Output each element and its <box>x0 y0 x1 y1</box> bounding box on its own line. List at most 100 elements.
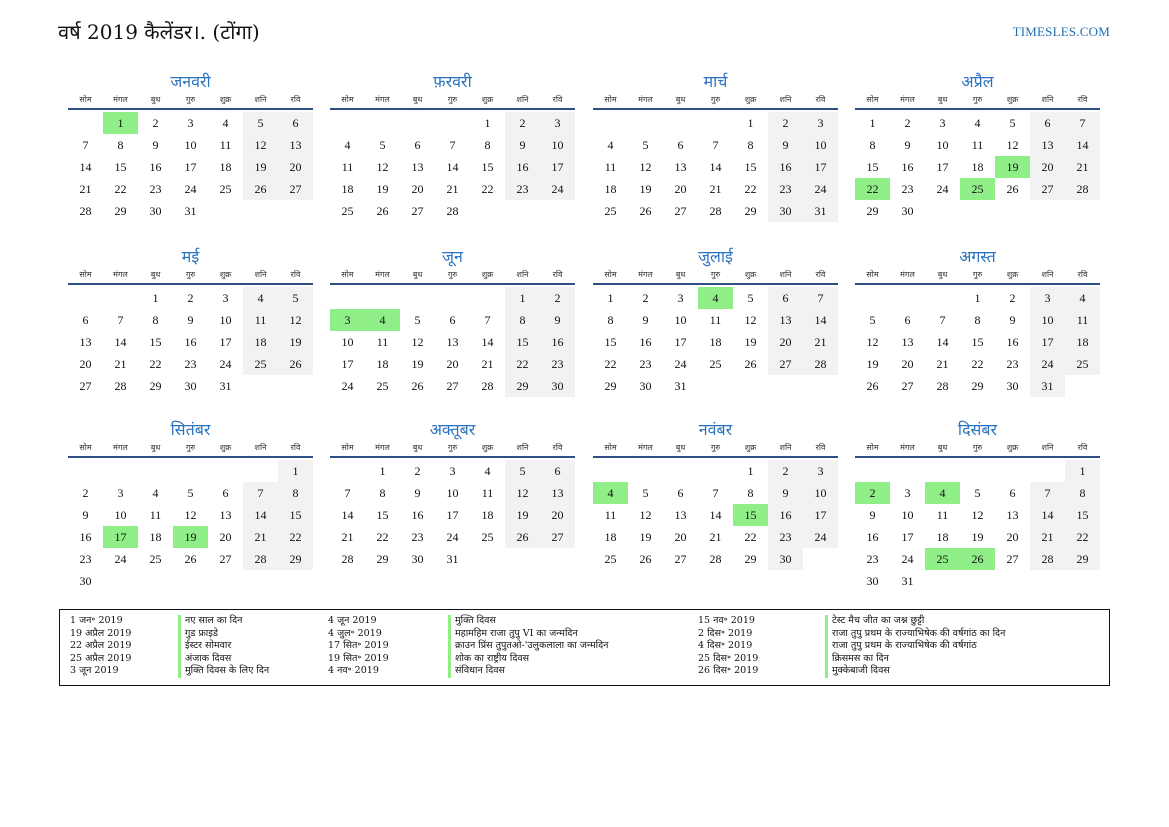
weekday-label: सोम <box>341 95 354 104</box>
day-cell: 1 <box>278 460 313 482</box>
day-cell: 24 <box>184 182 197 196</box>
day-cell: 14 <box>114 335 127 349</box>
weekday-label: सोम <box>79 270 92 279</box>
day-cell: 26 <box>866 379 879 393</box>
day-cell: 10 <box>674 313 687 327</box>
day-cell: 26 <box>639 552 652 566</box>
day-cell: 3 <box>117 486 124 500</box>
weekday-label: शनि <box>254 443 267 452</box>
weekday-label: मंगल <box>900 443 915 452</box>
day-cell: 6 <box>278 112 313 134</box>
day-cell: 1 <box>869 116 876 130</box>
day-cell: 9 <box>414 486 421 500</box>
empty-cell <box>330 287 365 309</box>
holiday-date: 2 दिस॰ 2019 <box>698 627 753 639</box>
day-cell: 4 <box>484 464 491 478</box>
site-link[interactable]: TIMESLES.COM <box>1012 24 1110 39</box>
month-block: जून सोम मंगल बुध गुरु शुक्र शनि रवि 1 2 3 4 5 6 7 8 9 10 1… <box>330 247 575 397</box>
weekday-label: शुक्र <box>219 270 232 279</box>
day-cell: 14 <box>936 335 949 349</box>
holiday-name: संविधान दिवस <box>448 665 505 678</box>
day-cell: 28 <box>1030 548 1065 570</box>
day-cell: 14 <box>1030 504 1065 526</box>
weekday-label: शनि <box>1041 95 1054 104</box>
day-cell: 3 <box>222 291 229 305</box>
day-cell: 3 <box>1030 287 1065 309</box>
day-cell: 1 <box>747 116 754 130</box>
empty-cell <box>593 460 628 482</box>
day-cell: 21 <box>114 357 127 371</box>
holiday-date: 4 जून 2019 <box>328 615 377 626</box>
weekday-label: बुध <box>412 270 423 279</box>
holiday-name: नए साल का दिन <box>178 615 242 628</box>
weekday-label: सोम <box>604 443 617 452</box>
day-cell: 11 <box>243 309 278 331</box>
day-cell: 3 <box>803 112 838 134</box>
day-cell: 17 <box>1030 331 1065 353</box>
weekday-label: मंगल <box>900 95 915 104</box>
day-cell: 25 <box>341 204 354 218</box>
day-cell: 8 <box>607 313 614 327</box>
empty-cell <box>855 287 890 309</box>
day-cell: 3 <box>939 116 946 130</box>
day-cell: 1 <box>379 464 386 478</box>
day-cell: 4 <box>344 138 351 152</box>
day-cell: 24 <box>803 178 838 200</box>
day-cell: 16 <box>540 331 575 353</box>
holiday-date: 25 अप्रैल 2019 <box>70 652 132 664</box>
day-cell: 2 <box>768 112 803 134</box>
day-cell: 17 <box>540 156 575 178</box>
day-cell: 10 <box>114 508 127 522</box>
day-cell: 25 <box>219 182 232 196</box>
day-cell: 31 <box>184 204 197 218</box>
day-cell: 2 <box>642 291 649 305</box>
weekday-label: सोम <box>604 270 617 279</box>
day-cell: 23 <box>1006 357 1019 371</box>
day-cell: 13 <box>540 482 575 504</box>
day-cell: 7 <box>1065 112 1100 134</box>
day-cell: 22 <box>114 182 127 196</box>
day-cell: 14 <box>79 160 92 174</box>
month-block: जनवरी सोम मंगल बुध गुरु शुक्र शनि रवि 1 2 3 4 5 6 7 8 9 1… <box>68 72 313 222</box>
weekday-header: सोम मंगल बुध गुरु शुक्र शनि रवि <box>68 269 313 285</box>
empty-cell <box>138 460 173 482</box>
day-cell: 23 <box>901 182 914 196</box>
day-cell: 27 <box>674 552 687 566</box>
holiday-day-cell: 4 <box>593 482 628 504</box>
day-cell: 30 <box>184 379 197 393</box>
day-cell: 6 <box>540 460 575 482</box>
day-cell: 13 <box>79 335 92 349</box>
day-cell: 16 <box>639 335 652 349</box>
month-block: अप्रैल सोम मंगल बुध गुरु शुक्र शनि रवि 1 2 3 4 5 6 7 8 9… <box>855 72 1100 222</box>
empty-cell <box>628 460 663 482</box>
day-grid: 1 2 3 4 5 6 7 8 9 10 11 12 13 14 15 16 17 18 19 20 21 22 23 24 2… <box>330 287 575 397</box>
day-cell: 12 <box>1006 138 1019 152</box>
month-block: मार्च सोम मंगल बुध गुरु शुक्र शनि रवि 1 2 3 4 5 6 7 8 9 1… <box>593 72 838 222</box>
weekday-label: गुरु <box>447 443 458 452</box>
weekday-label: शुक्र <box>481 270 494 279</box>
day-cell: 29 <box>744 204 757 218</box>
holiday-name: टेस्ट मैच जीत का जश्न छुट्टी <box>825 615 924 628</box>
day-cell: 19 <box>278 331 313 353</box>
day-cell: 16 <box>866 530 879 544</box>
holiday-name: शोक का राष्ट्रीय दिवस <box>448 652 529 665</box>
day-cell: 7 <box>939 313 946 327</box>
day-cell: 4 <box>1065 287 1100 309</box>
holiday-name: क्रिसमस का दिन <box>825 652 889 665</box>
day-cell: 22 <box>376 530 389 544</box>
day-cell: 16 <box>768 504 803 526</box>
weekday-label: बुध <box>675 443 686 452</box>
day-cell: 19 <box>639 182 652 196</box>
day-cell: 17 <box>936 160 949 174</box>
day-cell: 21 <box>481 357 494 371</box>
holiday-date: 26 दिस॰ 2019 <box>698 665 759 676</box>
holiday-date: 15 नव॰ 2019 <box>698 615 755 626</box>
weekday-header: सोम मंगल बुध गुरु शुक्र शनि रवि <box>855 94 1100 110</box>
day-cell: 16 <box>901 160 914 174</box>
weekday-label: बुध <box>150 443 161 452</box>
day-cell: 7 <box>449 138 456 152</box>
holiday-day-cell: 4 <box>698 287 733 309</box>
day-cell: 9 <box>904 138 911 152</box>
day-cell: 19 <box>243 156 278 178</box>
weekday-label: रवि <box>552 270 563 279</box>
